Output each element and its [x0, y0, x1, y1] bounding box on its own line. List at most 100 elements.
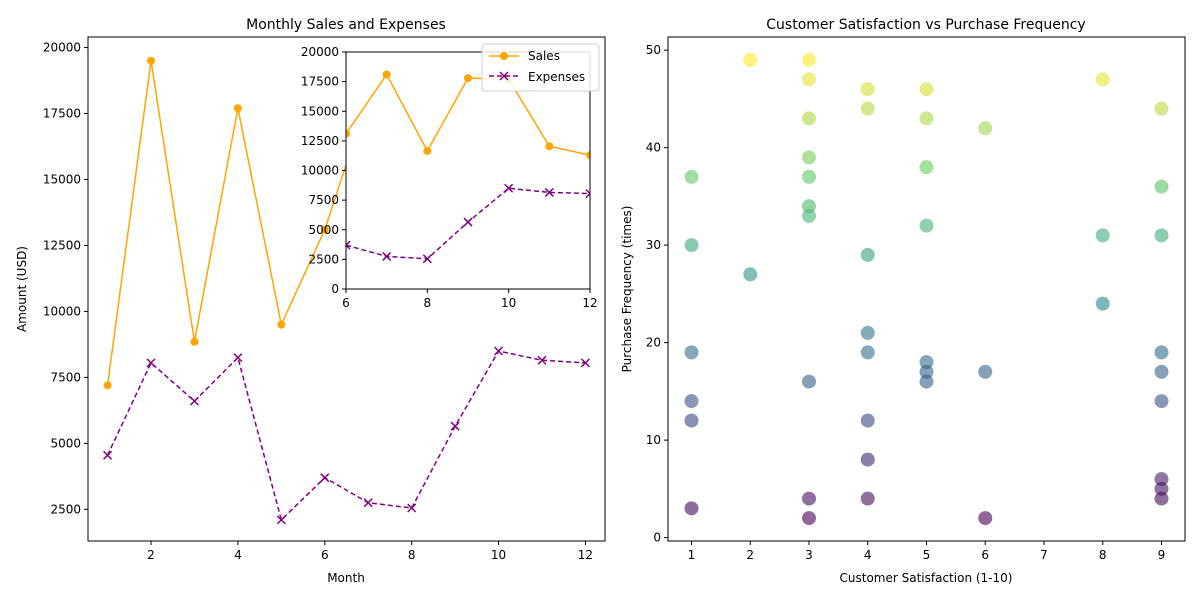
left-ytick-label: 12500: [43, 238, 81, 252]
left-ytick-label: 17500: [43, 107, 81, 121]
scatter-point: [919, 160, 934, 175]
inset-frame: [345, 51, 591, 290]
scatter-point: [1154, 179, 1169, 194]
point-sales: [320, 225, 329, 234]
left-xtick-label: 6: [321, 548, 329, 562]
scatter-point: [743, 267, 758, 282]
series-line-expenses: [106, 350, 586, 522]
point-expenses: [504, 183, 514, 193]
inset-ytick-label: 17500: [301, 75, 339, 89]
point-expenses: [494, 346, 504, 356]
point-expenses: [537, 355, 547, 365]
point-expenses: [382, 251, 392, 261]
inset-ytick-label: 15000: [301, 104, 339, 118]
left-chart-ticks: 2 4 6 8 10 12 2500 5000 7500 10000 12500 15000 17500…: [43, 41, 593, 562]
scatter-point: [802, 150, 816, 165]
scatter-point: [743, 52, 758, 67]
scatter-point: [1154, 364, 1169, 379]
scatter-point: [860, 82, 875, 97]
point-sales: [346, 129, 350, 138]
left-chart-frame: [87, 36, 606, 542]
left-xtick-label: 8: [408, 548, 416, 562]
scatter-point: [978, 511, 993, 526]
point-expenses: [450, 421, 460, 431]
inset-ytick-label: 10000: [301, 164, 339, 178]
satisfaction-frequency-chart: Customer Satisfaction vs Purchase Freque…: [620, 17, 1186, 585]
point-expenses: [580, 358, 590, 368]
sales-expenses-chart: Monthly Sales and Expenses 2 4 6 8 10 12 2500 5…: [15, 17, 606, 585]
point-sales: [146, 56, 155, 65]
scatter-point: [802, 169, 816, 184]
point-sales: [382, 70, 391, 79]
right-xtick-label: 6: [981, 548, 989, 562]
scatter-point: [919, 82, 934, 97]
inset-series: [346, 70, 590, 264]
point-expenses: [276, 515, 286, 525]
scatter-point: [919, 111, 934, 126]
right-xtick-label: 9: [1158, 548, 1166, 562]
scatter-point: [684, 413, 699, 428]
scatter-point: [802, 208, 816, 223]
scatter-point: [919, 374, 934, 389]
inset-ytick-label: 5000: [308, 223, 339, 237]
point-expenses: [346, 240, 351, 250]
scatter-point: [1095, 228, 1110, 243]
scatter-point: [684, 345, 699, 360]
scatter-point: [1154, 101, 1169, 116]
inset-ticks: 6 8 10 12 0 2500 5000 7500 10000 12500 15000 17500 2…: [301, 45, 598, 310]
point-expenses: [146, 358, 156, 368]
left-ytick-label: 2500: [50, 502, 81, 516]
scatter-point: [802, 491, 816, 506]
scatter-point: [1154, 481, 1169, 496]
right-ytick-label: 40: [646, 141, 661, 155]
scatter-point: [860, 247, 875, 262]
inset-ytick-label: 0: [331, 282, 339, 296]
scatter-point: [1154, 345, 1169, 360]
point-expenses: [463, 217, 473, 227]
right-xtick-label: 1: [688, 548, 696, 562]
right-xtick-label: 5: [923, 548, 931, 562]
scatter-point: [860, 491, 875, 506]
point-expenses: [544, 187, 554, 197]
inset-ytick-label: 12500: [301, 134, 339, 148]
point-expenses: [407, 503, 417, 513]
left-xtick-label: 10: [491, 548, 506, 562]
right-ytick-label: 10: [646, 433, 661, 447]
left-xtick-label: 4: [234, 548, 242, 562]
inset-series-clip: [346, 70, 590, 264]
point-expenses: [422, 254, 432, 264]
right-chart-xlabel: Customer Satisfaction (1-10): [840, 571, 1013, 585]
point-expenses: [189, 396, 199, 406]
scatter-point: [684, 394, 699, 409]
scatter-point: [860, 345, 875, 360]
legend-label-expenses: Expenses: [528, 70, 585, 84]
scatter-point: [860, 325, 875, 340]
right-chart-ylabel: Purchase Frequency (times): [620, 206, 634, 373]
inset-xtick-label: 12: [582, 296, 597, 310]
inset-ytick-label: 7500: [308, 193, 339, 207]
scatter-point: [802, 52, 816, 67]
scatter-point: [860, 413, 875, 428]
right-xtick-label: 8: [1099, 548, 1107, 562]
legend-marker-sales: [500, 52, 508, 60]
left-chart-xlabel: Month: [327, 571, 365, 585]
scatter-point: [802, 511, 816, 526]
scatter-point: [802, 374, 816, 389]
inset-ytick-label: 2500: [308, 252, 339, 266]
scatter-point: [919, 218, 934, 233]
right-ytick-label: 50: [646, 43, 661, 57]
scatter-point: [1154, 491, 1169, 506]
scatter-point: [802, 111, 816, 126]
right-chart-title: Customer Satisfaction vs Purchase Freque…: [766, 17, 1085, 33]
left-chart-title: Monthly Sales and Expenses: [246, 17, 446, 33]
left-chart-ylabel: Amount (USD): [15, 246, 29, 332]
scatter-point: [1095, 296, 1110, 311]
scatter-point: [919, 364, 934, 379]
right-ytick-label: 0: [653, 531, 661, 545]
legend-marker-expenses: [499, 71, 509, 81]
right-xtick-label: 7: [1040, 548, 1048, 562]
inset-ytick-label: 20000: [301, 45, 339, 59]
right-chart-frame: [667, 36, 1186, 542]
left-xtick-label: 2: [147, 548, 155, 562]
